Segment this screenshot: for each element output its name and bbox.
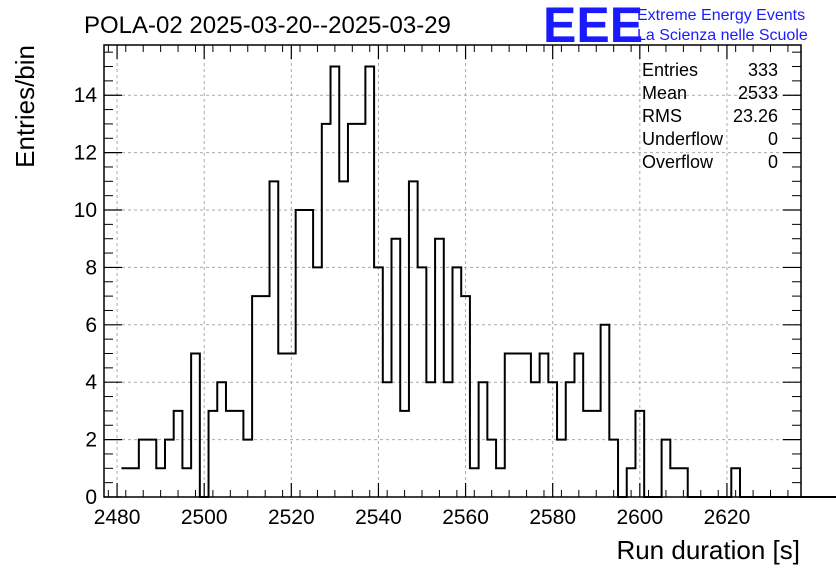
y-axis-title: Entries/bin: [10, 45, 40, 168]
histogram-bin: [243, 440, 252, 497]
histogram-bin: [296, 210, 305, 497]
histogram-bin: [505, 354, 514, 497]
y-tick-label: 12: [74, 142, 97, 165]
histogram-bin: [191, 354, 200, 497]
histogram-bin: [182, 468, 191, 497]
stats-label-overflow: Overflow: [642, 152, 714, 172]
histogram-bin: [592, 411, 601, 497]
y-tick-label: 6: [85, 314, 97, 337]
stats-value-rms: 23.26: [733, 106, 778, 126]
eee-logo: EEE Extreme Energy Events La Scienza nel…: [543, 0, 808, 53]
x-axis-title: Run duration [s]: [616, 535, 800, 565]
histogram-bin: [574, 354, 583, 497]
histogram-bin: [557, 440, 566, 497]
x-tick-label: 2620: [704, 506, 751, 529]
histogram-bin: [339, 181, 348, 497]
x-tick-label: 2560: [442, 506, 489, 529]
histogram-bin: [331, 67, 340, 497]
stats-value-overflow: 0: [768, 152, 778, 172]
logo-mark: EEE: [543, 0, 643, 53]
histogram-bin: [400, 411, 409, 497]
histogram-bin: [270, 181, 279, 497]
histogram-bars: [121, 65, 836, 498]
histogram-bin: [522, 354, 531, 497]
x-tick-label: 2480: [94, 506, 141, 529]
histogram-bin: [357, 124, 366, 497]
histogram-bin: [487, 440, 496, 497]
y-tick-labels: 0 2 4 6 8 10 12 14: [74, 84, 98, 509]
stats-label-underflow: Underflow: [642, 129, 724, 149]
histogram-bin: [278, 354, 287, 497]
logo-line-2: La Scienza nelle Scuole: [637, 27, 808, 44]
y-tick-label: 8: [85, 256, 97, 279]
histogram-bin: [235, 411, 244, 497]
x-tick-label: 2600: [616, 506, 663, 529]
histogram-bin: [165, 440, 174, 497]
histogram-bin: [130, 468, 139, 497]
histogram-bin: [670, 468, 679, 497]
histogram-bin: [540, 354, 549, 497]
x-tick-label: 2500: [181, 506, 228, 529]
histogram-bin: [609, 440, 618, 497]
histogram-bin: [209, 411, 218, 497]
histogram-bin: [392, 239, 401, 497]
y-tick-label: 4: [85, 371, 97, 394]
stats-value-underflow: 0: [768, 129, 778, 149]
y-tick-label: 14: [74, 84, 98, 107]
histogram-bin: [139, 440, 148, 497]
chart-title: POLA-02 2025-03-20--2025-03-29: [84, 12, 451, 39]
y-tick-label: 2: [85, 429, 97, 452]
histogram-bin: [304, 210, 313, 497]
plot-frame: [103, 44, 802, 498]
axis-ticks: [104, 45, 801, 498]
stats-value-entries: 333: [748, 60, 778, 80]
histogram-bin: [252, 296, 261, 497]
histogram-bin: [322, 124, 331, 497]
histogram-bin: [583, 411, 592, 497]
stats-value-mean: 2533: [738, 83, 778, 103]
histogram-bin: [226, 411, 235, 497]
x-tick-label: 2540: [355, 506, 402, 529]
histogram-outline: [121, 65, 836, 498]
stats-label-mean: Mean: [642, 83, 687, 103]
histogram-bin: [174, 411, 183, 497]
histogram-bin: [496, 468, 505, 497]
histogram-bin: [365, 67, 374, 497]
logo-line-1: Extreme Energy Events: [637, 7, 805, 24]
histogram-bin: [261, 296, 270, 497]
histogram-bin: [348, 124, 357, 497]
x-tick-label: 2520: [268, 506, 315, 529]
y-tick-label: 10: [74, 199, 97, 222]
stats-box: Entries 333 Mean 2533 RMS 23.26 Underflo…: [642, 60, 778, 172]
stats-label-rms: RMS: [642, 106, 682, 126]
stats-label-entries: Entries: [642, 60, 698, 80]
histogram-bin: [513, 354, 522, 497]
y-tick-label: 0: [85, 486, 97, 509]
histogram-bin: [148, 440, 157, 497]
histogram-bin: [601, 325, 610, 497]
x-tick-labels: 2480 2500 2520 2540 2560 2580 2600 2620: [94, 506, 751, 529]
histogram-bin: [435, 239, 444, 497]
x-tick-label: 2580: [529, 506, 576, 529]
histogram-bin: [662, 440, 671, 497]
histogram-bin: [409, 181, 418, 497]
